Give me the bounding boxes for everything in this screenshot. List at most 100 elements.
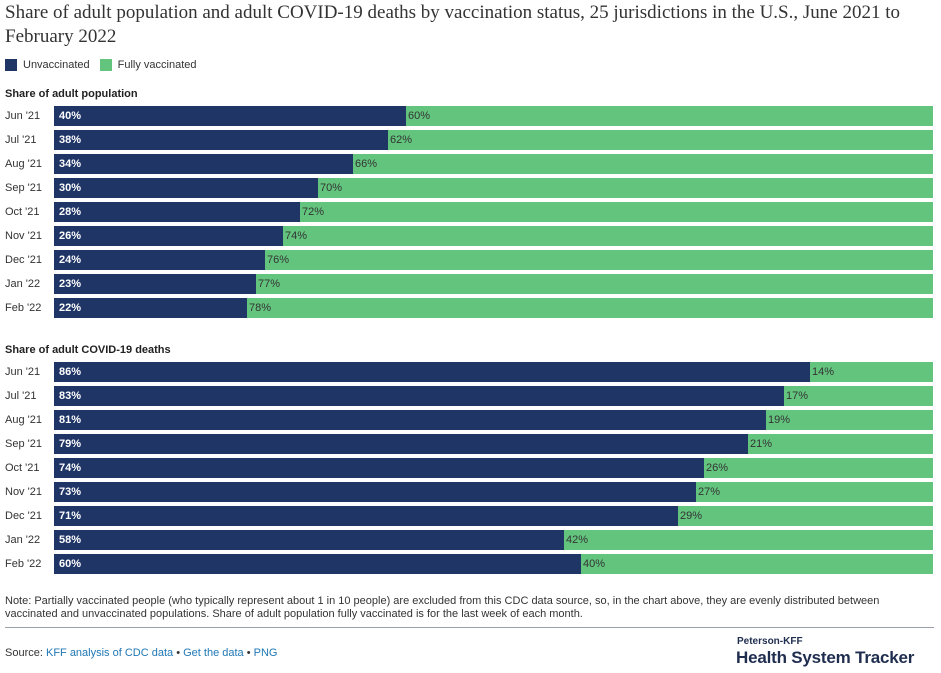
- bar-unvaccinated[interactable]: 73%: [54, 482, 696, 502]
- bar-unvaccinated[interactable]: 79%: [54, 434, 748, 454]
- category-label: Dec '21: [5, 510, 42, 522]
- divider: [5, 627, 934, 628]
- bar-vaccinated[interactable]: 62%: [388, 130, 933, 150]
- bar-vaccinated[interactable]: 26%: [704, 458, 933, 478]
- category-label: Jan '22: [5, 278, 41, 290]
- bar-vaccinated[interactable]: 17%: [784, 386, 933, 406]
- category-label: Jun '21: [5, 110, 41, 122]
- data-label-unvaccinated: 58%: [59, 534, 82, 546]
- data-label-vaccinated: 42%: [566, 534, 589, 546]
- bar-unvaccinated[interactable]: 74%: [54, 458, 704, 478]
- data-label-unvaccinated: 30%: [59, 182, 82, 194]
- data-label-unvaccinated: 38%: [59, 134, 82, 146]
- data-label-vaccinated: 21%: [750, 438, 773, 450]
- chart-title: Share of adult population and adult COVI…: [5, 2, 900, 47]
- bar-unvaccinated[interactable]: 86%: [54, 362, 810, 382]
- bar-unvaccinated[interactable]: 58%: [54, 530, 564, 550]
- bar-unvaccinated[interactable]: 83%: [54, 386, 784, 406]
- source-prefix: Source:: [5, 647, 43, 659]
- data-label-vaccinated: 66%: [355, 158, 378, 170]
- legend-label-unvaccinated: Unvaccinated: [23, 59, 90, 71]
- bar-vaccinated[interactable]: 29%: [678, 506, 933, 526]
- data-label-vaccinated: 70%: [320, 182, 343, 194]
- bar-vaccinated[interactable]: 78%: [247, 298, 933, 318]
- bar-vaccinated[interactable]: 76%: [265, 250, 933, 270]
- category-label: Oct '21: [5, 206, 40, 218]
- brand-logo: Health System Tracker: [736, 648, 915, 667]
- category-label: Jan '22: [5, 534, 41, 546]
- bar-unvaccinated[interactable]: 23%: [54, 274, 256, 294]
- data-label-vaccinated: 27%: [698, 486, 721, 498]
- data-label-unvaccinated: 28%: [59, 206, 82, 218]
- data-label-unvaccinated: 40%: [59, 110, 82, 122]
- category-label: Sep '21: [5, 438, 42, 450]
- data-label-vaccinated: 40%: [583, 558, 606, 570]
- category-label: Aug '21: [5, 158, 42, 170]
- bar-unvaccinated[interactable]: 60%: [54, 554, 581, 574]
- bar-unvaccinated[interactable]: 34%: [54, 154, 353, 174]
- data-label-vaccinated: 26%: [706, 462, 729, 474]
- data-label-unvaccinated: 26%: [59, 230, 82, 242]
- data-label-vaccinated: 60%: [408, 110, 431, 122]
- data-label-vaccinated: 29%: [680, 510, 703, 522]
- bar-vaccinated[interactable]: 19%: [766, 410, 933, 430]
- bar-vaccinated[interactable]: 70%: [318, 178, 933, 198]
- legend-swatch-unvaccinated: [5, 59, 17, 71]
- panel-title-population: Share of adult population: [5, 88, 138, 100]
- bar-unvaccinated[interactable]: 40%: [54, 106, 406, 126]
- data-label-unvaccinated: 23%: [59, 278, 82, 290]
- data-label-unvaccinated: 73%: [59, 486, 82, 498]
- bar-vaccinated[interactable]: 72%: [300, 202, 933, 222]
- bar-vaccinated[interactable]: 60%: [406, 106, 933, 126]
- source-separator: •: [246, 647, 251, 659]
- bar-vaccinated[interactable]: 40%: [581, 554, 933, 574]
- bar-vaccinated[interactable]: 21%: [748, 434, 933, 454]
- data-label-unvaccinated: 81%: [59, 414, 82, 426]
- data-label-vaccinated: 17%: [786, 390, 809, 402]
- category-label: Feb '22: [5, 302, 42, 314]
- bar-unvaccinated[interactable]: 81%: [54, 410, 766, 430]
- bar-unvaccinated[interactable]: 24%: [54, 250, 265, 270]
- data-label-vaccinated: 77%: [258, 278, 281, 290]
- data-label-unvaccinated: 86%: [59, 366, 82, 378]
- bar-unvaccinated[interactable]: 26%: [54, 226, 283, 246]
- bar-unvaccinated[interactable]: 28%: [54, 202, 300, 222]
- bar-unvaccinated[interactable]: 71%: [54, 506, 678, 526]
- get-the-data-link[interactable]: Get the data: [183, 647, 244, 659]
- data-label-unvaccinated: 74%: [59, 462, 82, 474]
- panel-title-deaths: Share of adult COVID-19 deaths: [5, 344, 171, 356]
- data-label-vaccinated: 74%: [285, 230, 308, 242]
- bar-vaccinated[interactable]: 14%: [810, 362, 933, 382]
- data-label-vaccinated: 19%: [768, 414, 791, 426]
- bar-unvaccinated[interactable]: 30%: [54, 178, 318, 198]
- data-label-unvaccinated: 60%: [59, 558, 82, 570]
- category-label: Feb '22: [5, 558, 42, 570]
- bar-unvaccinated[interactable]: 38%: [54, 130, 388, 150]
- bar-unvaccinated[interactable]: 22%: [54, 298, 247, 318]
- bar-vaccinated[interactable]: 77%: [256, 274, 933, 294]
- data-label-vaccinated: 72%: [302, 206, 325, 218]
- bar-vaccinated[interactable]: 27%: [696, 482, 933, 502]
- category-label: Jul '21: [5, 134, 37, 146]
- data-label-unvaccinated: 24%: [59, 254, 82, 266]
- legend: Unvaccinated Fully vaccinated: [5, 59, 207, 71]
- data-label-unvaccinated: 34%: [59, 158, 82, 170]
- data-label-unvaccinated: 71%: [59, 510, 82, 522]
- legend-item-unvaccinated[interactable]: Unvaccinated: [5, 59, 90, 71]
- png-download-link[interactable]: PNG: [253, 647, 278, 659]
- data-label-vaccinated: 62%: [390, 134, 413, 146]
- category-label: Nov '21: [5, 486, 42, 498]
- footnote: Note: Partially vaccinated people (who t…: [5, 595, 880, 620]
- bar-vaccinated[interactable]: 74%: [283, 226, 933, 246]
- data-label-vaccinated: 14%: [812, 366, 835, 378]
- bar-vaccinated[interactable]: 66%: [353, 154, 933, 174]
- legend-item-vaccinated[interactable]: Fully vaccinated: [99, 59, 197, 71]
- category-label: Jul '21: [5, 390, 37, 402]
- legend-swatch-vaccinated: [99, 59, 112, 71]
- data-label-unvaccinated: 79%: [59, 438, 82, 450]
- brand-logo-small: Peterson-KFF: [737, 636, 803, 647]
- source-link-kff-analysis[interactable]: KFF analysis of CDC data: [45, 647, 174, 659]
- bar-vaccinated[interactable]: 42%: [564, 530, 933, 550]
- category-label: Jun '21: [5, 366, 41, 378]
- data-label-unvaccinated: 83%: [59, 390, 82, 402]
